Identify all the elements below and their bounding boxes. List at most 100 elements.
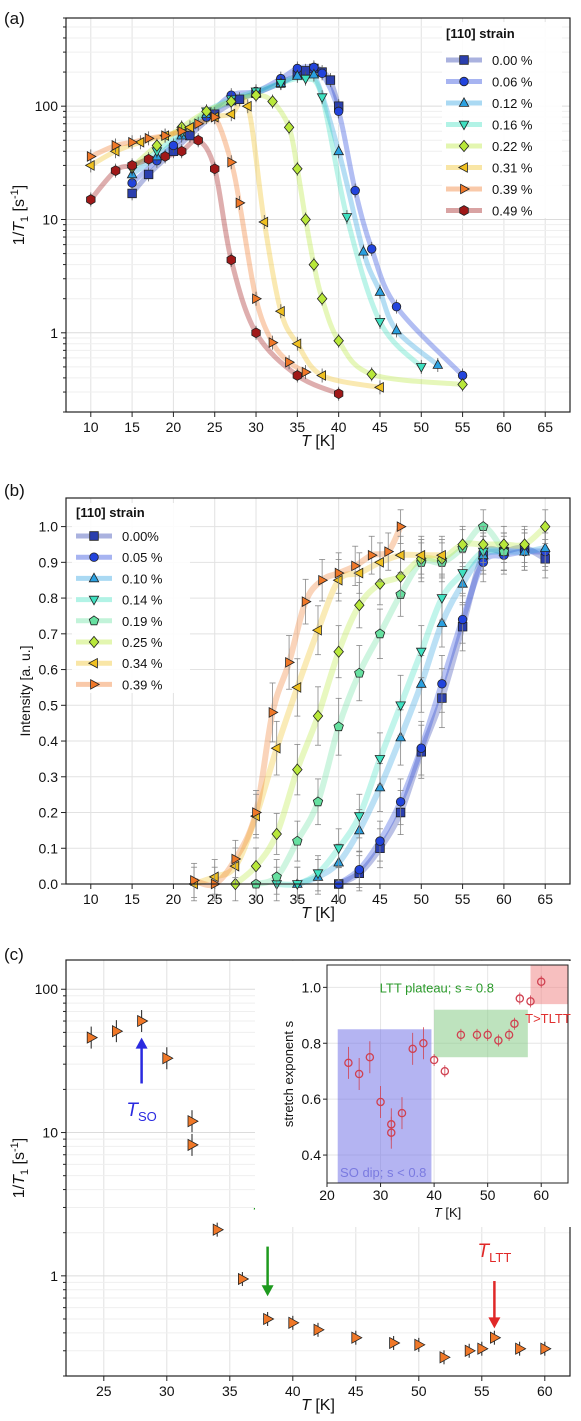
- b-series-4-point: [312, 796, 324, 807]
- b-series-3-point: [457, 569, 468, 580]
- a-series-6-point: [235, 197, 246, 209]
- a-series-3-point: [341, 213, 353, 224]
- a-series-4-point: [267, 95, 278, 108]
- b-series-7-point: [351, 560, 362, 572]
- c-x-tick-label: 25: [96, 1383, 112, 1399]
- c-x-tick-label: 55: [474, 1383, 490, 1399]
- a-y-axis-label: 1/T1 [s-1]: [9, 185, 31, 245]
- c-annotation-2-arrow-head: [488, 1317, 501, 1329]
- c-y-tick-label: 10: [42, 1125, 58, 1141]
- b-series-2-point: [395, 731, 407, 742]
- b-series-4-point: [374, 628, 386, 639]
- inset-region-label-1: LTT plateau; s ≈ 0.8: [380, 980, 494, 995]
- b-legend-label-5: 0.25 %: [122, 635, 163, 650]
- b-legend-label-4: 0.19 %: [122, 614, 163, 629]
- a-series-7-point: [334, 388, 344, 400]
- b-series-6-point: [208, 871, 219, 883]
- b-series-5-point: [312, 709, 324, 723]
- a-series-6-point: [86, 151, 97, 162]
- a-series-4-point: [151, 139, 163, 152]
- c-data-point: [414, 1338, 426, 1351]
- b-x-axis-label: T [K]: [301, 905, 335, 922]
- b-y-tick-label: 0.1: [39, 840, 59, 856]
- b-series-5-fit-line: [232, 523, 549, 887]
- a-legend-marker-0: [459, 55, 469, 65]
- a-legend-label-7: 0.49 %: [492, 204, 533, 219]
- inset-x-tick-label: 50: [480, 1187, 496, 1203]
- c-data-point: [238, 1272, 250, 1286]
- a-legend-label-5: 0.31 %: [492, 161, 533, 176]
- a-series-7-point: [86, 194, 96, 205]
- b-series-5-point: [333, 645, 344, 658]
- b-y-tick-label: 0.9: [39, 554, 59, 570]
- a-x-tick-label: 60: [496, 419, 512, 435]
- b-y-tick-label: 0.0: [39, 876, 59, 892]
- b-series-4-point: [354, 667, 365, 678]
- a-x-tick-label: 30: [248, 419, 264, 435]
- a-legend-label-4: 0.22 %: [492, 139, 533, 154]
- a-x-tick-label: 50: [413, 419, 429, 435]
- a-series-2-point: [432, 358, 444, 369]
- b-series-6-point: [311, 624, 322, 636]
- a-series-7-point: [160, 151, 170, 162]
- b-x-tick-label: 65: [537, 891, 553, 907]
- inset-y-tick-label: 0.8: [302, 1035, 322, 1051]
- b-series-7-point: [285, 657, 296, 668]
- c-y-tick-label: 100: [35, 981, 59, 997]
- b-series-6-point: [415, 549, 426, 561]
- inset-point: [419, 1039, 428, 1048]
- inset-point: [354, 1069, 364, 1079]
- b-series-1-point: [416, 743, 426, 753]
- b-legend-label-7: 0.39 %: [122, 677, 163, 692]
- a-x-tick-label: 55: [455, 419, 471, 435]
- inset-point: [397, 1108, 407, 1118]
- b-series-5-point: [292, 763, 303, 776]
- a-series-4-point: [201, 105, 212, 118]
- c-data-point: [540, 1342, 552, 1355]
- a-x-tick-label: 10: [83, 419, 99, 435]
- b-series-5-point: [271, 827, 282, 841]
- a-series-1-point: [333, 106, 344, 117]
- b-series-5-point: [539, 520, 551, 533]
- a-series-1-point: [367, 244, 377, 254]
- a-series-4-point: [333, 334, 344, 348]
- c-data-point: [112, 1025, 124, 1038]
- a-series-2-point: [333, 145, 345, 156]
- a-series-3-point: [300, 74, 311, 85]
- a-series-7-point: [226, 254, 236, 266]
- b-series-1-point: [354, 865, 365, 875]
- inset-point: [510, 1019, 519, 1028]
- b-series-4-point: [333, 721, 344, 732]
- a-x-tick-label: 25: [207, 419, 223, 435]
- b-x-tick-label: 55: [455, 891, 471, 907]
- a-series-5-point: [241, 100, 252, 112]
- b-x-tick-label: 60: [496, 891, 512, 907]
- c-x-tick-label: 50: [411, 1383, 427, 1399]
- b-series-7-point: [190, 875, 201, 886]
- b-series-5-point: [477, 538, 489, 551]
- inset-x-tick-label: 20: [319, 1187, 335, 1203]
- a-series-6-point: [227, 156, 238, 168]
- a-series-3-point: [415, 363, 427, 373]
- a-y-tick-label: 1: [50, 325, 58, 341]
- a-series-0-point: [143, 169, 154, 180]
- b-x-tick-label: 10: [83, 891, 99, 907]
- a-x-axis-label: T [K]: [301, 433, 335, 450]
- c-x-tick-label: 60: [537, 1383, 553, 1399]
- a-series-6-point: [144, 132, 155, 144]
- b-series-6-point: [353, 567, 364, 579]
- inset-y-tick-label: 0.4: [302, 1147, 322, 1163]
- b-series-5-point: [374, 577, 386, 591]
- inset-y-axis-label: stretch exponent s: [281, 1020, 296, 1127]
- a-series-7-point: [127, 160, 137, 171]
- c-panel-label: (c): [4, 945, 24, 964]
- b-series-5-point: [354, 598, 365, 612]
- b-legend-label-6: 0.34 %: [122, 656, 163, 671]
- b-panel-label: (b): [4, 481, 25, 500]
- b-series-6-point: [394, 549, 405, 561]
- c-data-point: [389, 1336, 401, 1350]
- c-data-point: [137, 1014, 149, 1028]
- a-x-tick-label: 40: [331, 419, 347, 435]
- a-series-4-point: [250, 88, 262, 102]
- a-x-tick-label: 65: [537, 419, 553, 435]
